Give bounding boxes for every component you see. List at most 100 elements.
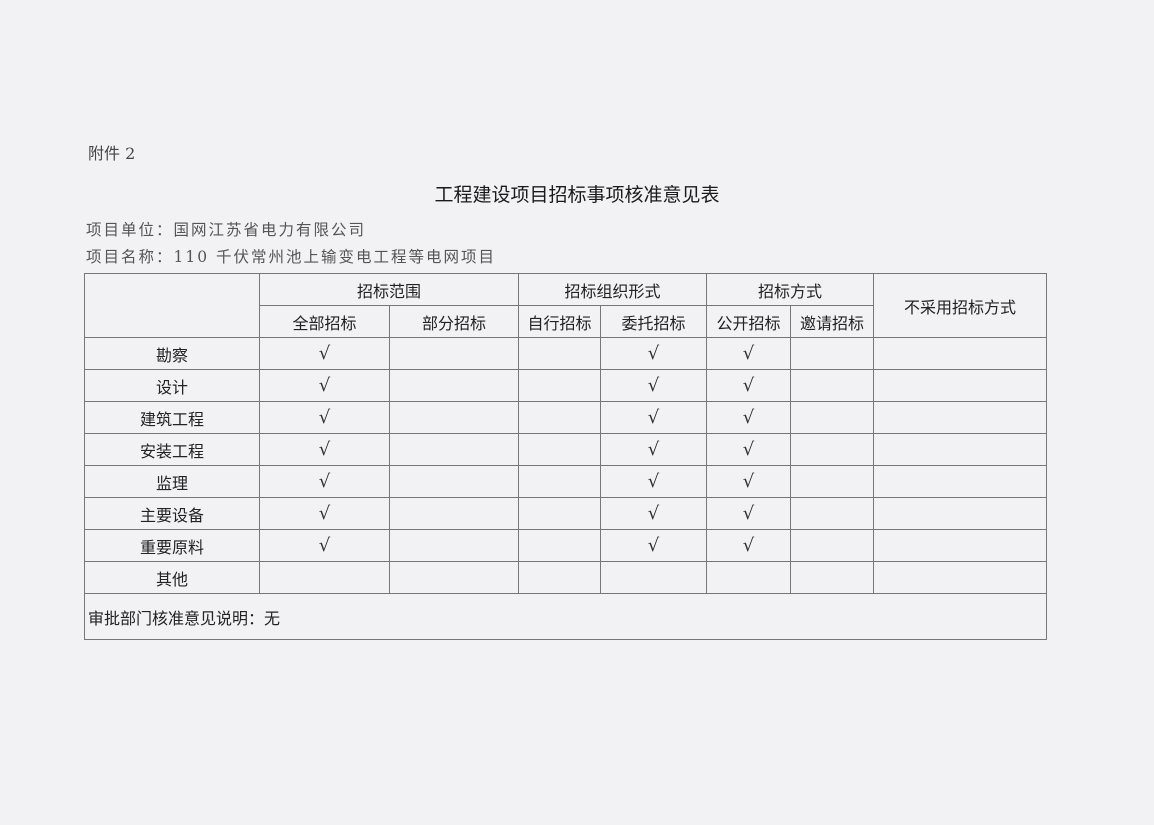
- table-cell: √: [259, 465, 390, 498]
- check-mark-icon: √: [647, 375, 660, 396]
- table-cell: [873, 337, 1047, 370]
- table-cell: [790, 465, 874, 498]
- check-mark-icon: √: [742, 407, 755, 428]
- table-cell: [518, 433, 601, 466]
- corner-cell: [84, 273, 260, 338]
- row-label: 建筑工程: [84, 401, 260, 434]
- check-mark-icon: √: [318, 439, 331, 460]
- check-mark-icon: √: [318, 343, 331, 364]
- table-row: 监理 √ √ √: [84, 465, 1047, 498]
- check-mark-icon: √: [742, 375, 755, 396]
- check-mark-icon: √: [742, 471, 755, 492]
- annex-label: 附件 2: [88, 144, 136, 163]
- table-cell: [790, 401, 874, 434]
- table-cell: √: [706, 433, 791, 466]
- check-mark-icon: √: [647, 471, 660, 492]
- table-cell: [389, 561, 519, 594]
- table-cell: [389, 401, 519, 434]
- table-cell: √: [706, 401, 791, 434]
- check-mark-icon: √: [742, 439, 755, 460]
- table-cell: [873, 433, 1047, 466]
- row-label: 其他: [84, 561, 260, 594]
- check-mark-icon: √: [647, 503, 660, 524]
- table-row: 主要设备 √ √ √: [84, 497, 1047, 530]
- row-label: 重要原料: [84, 529, 260, 562]
- table-cell: √: [706, 529, 791, 562]
- check-mark-icon: √: [647, 439, 660, 460]
- table-cell: [518, 401, 601, 434]
- subheader-entrusted: 委托招标: [600, 305, 707, 338]
- table-cell: [518, 369, 601, 402]
- subheader-self: 自行招标: [518, 305, 601, 338]
- table-cell: [518, 561, 601, 594]
- table-cell: [790, 369, 874, 402]
- table-cell: [873, 369, 1047, 402]
- table-row: 设计 √ √ √: [84, 369, 1047, 402]
- table-cell: [790, 497, 874, 530]
- check-mark-icon: √: [742, 343, 755, 364]
- table-cell: √: [706, 465, 791, 498]
- row-label: 监理: [84, 465, 260, 498]
- row-label: 设计: [84, 369, 260, 402]
- check-mark-icon: √: [742, 535, 755, 556]
- table-row: 安装工程 √ √ √: [84, 433, 1047, 466]
- table-row: 建筑工程 √ √ √: [84, 401, 1047, 434]
- subheader-full: 全部招标: [259, 305, 390, 338]
- table-cell: √: [259, 529, 390, 562]
- table-cell: [389, 465, 519, 498]
- check-mark-icon: √: [742, 503, 755, 524]
- approval-note: 审批部门核准意见说明：无: [84, 593, 1047, 640]
- table-cell: [873, 401, 1047, 434]
- table-cell: [389, 529, 519, 562]
- subheader-invited: 邀请招标: [790, 305, 874, 338]
- check-mark-icon: √: [647, 407, 660, 428]
- table-row: 勘察 √ √ √: [84, 337, 1047, 370]
- check-mark-icon: √: [318, 407, 331, 428]
- approval-table: 招标范围 招标组织形式 招标方式 不采用招标方式 全部招标 部分招标 自行招标 …: [84, 273, 1047, 640]
- table-cell: √: [600, 369, 707, 402]
- table-cell: √: [600, 433, 707, 466]
- table-cell: √: [259, 369, 390, 402]
- table-cell: [873, 561, 1047, 594]
- table-cell: √: [600, 497, 707, 530]
- check-mark-icon: √: [647, 535, 660, 556]
- table-cell: [518, 497, 601, 530]
- table-cell: [600, 561, 707, 594]
- row-label: 安装工程: [84, 433, 260, 466]
- document-title: 工程建设项目招标事项核准意见表: [434, 184, 720, 206]
- row-label: 勘察: [84, 337, 260, 370]
- table-cell: √: [600, 401, 707, 434]
- table-cell: [790, 561, 874, 594]
- check-mark-icon: √: [318, 503, 331, 524]
- table-cell: √: [259, 433, 390, 466]
- project-unit: 项目单位：国网江苏省电力有限公司: [86, 221, 367, 239]
- table-cell: [389, 433, 519, 466]
- table-cell: √: [259, 497, 390, 530]
- table-cell: [706, 561, 791, 594]
- note-row: 审批部门核准意见说明：无: [84, 593, 1047, 640]
- table-cell: [790, 529, 874, 562]
- table-cell: [518, 529, 601, 562]
- table-cell: √: [600, 337, 707, 370]
- check-mark-icon: √: [647, 343, 660, 364]
- subheader-partial: 部分招标: [389, 305, 519, 338]
- table-cell: √: [259, 337, 390, 370]
- table-cell: [389, 497, 519, 530]
- table-cell: √: [600, 529, 707, 562]
- table-cell: [873, 497, 1047, 530]
- row-label: 主要设备: [84, 497, 260, 530]
- check-mark-icon: √: [318, 535, 331, 556]
- check-mark-icon: √: [318, 375, 331, 396]
- table-row: 其他: [84, 561, 1047, 594]
- table-cell: [389, 369, 519, 402]
- table-cell: √: [706, 369, 791, 402]
- table-cell: [518, 465, 601, 498]
- header-organization: 招标组织形式: [518, 273, 707, 306]
- table-cell: [873, 529, 1047, 562]
- table-cell: √: [706, 337, 791, 370]
- table-cell: √: [259, 401, 390, 434]
- table-cell: [790, 433, 874, 466]
- header-scope: 招标范围: [259, 273, 519, 306]
- table-cell: [259, 561, 390, 594]
- subheader-open: 公开招标: [706, 305, 791, 338]
